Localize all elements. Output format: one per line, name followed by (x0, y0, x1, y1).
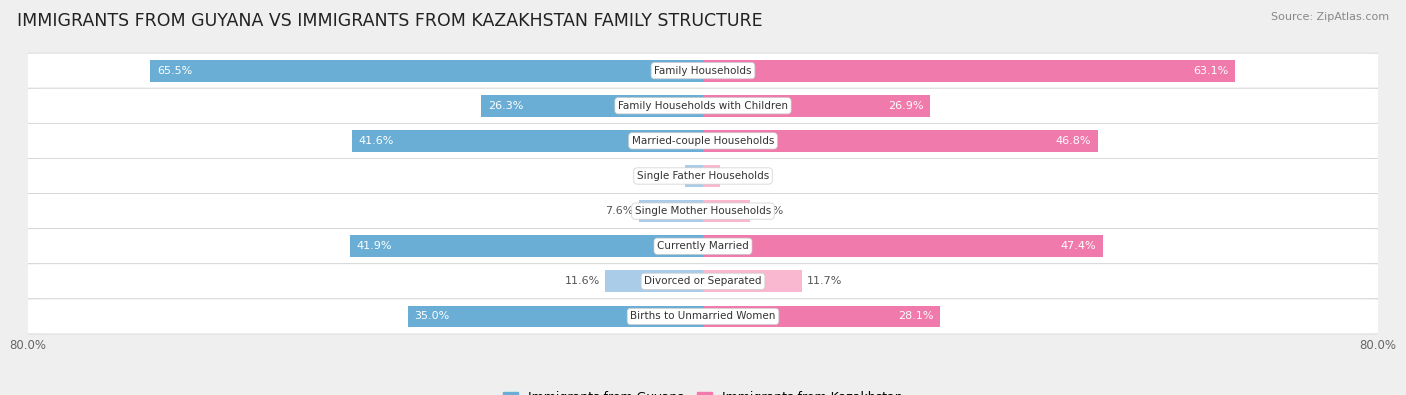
FancyBboxPatch shape (14, 53, 1392, 88)
Bar (703, 306, 941, 327)
Bar (703, 60, 1236, 81)
Bar (703, 235, 1102, 257)
FancyBboxPatch shape (14, 158, 1392, 194)
Text: 26.9%: 26.9% (887, 101, 924, 111)
Text: Single Father Households: Single Father Households (637, 171, 769, 181)
Bar (350, 235, 703, 257)
Text: 2.1%: 2.1% (651, 171, 681, 181)
Bar (605, 271, 703, 292)
Bar (703, 95, 929, 117)
Text: 28.1%: 28.1% (898, 311, 934, 322)
Bar (703, 200, 751, 222)
Text: 65.5%: 65.5% (157, 66, 193, 76)
Text: 63.1%: 63.1% (1194, 66, 1229, 76)
Text: Family Households with Children: Family Households with Children (619, 101, 787, 111)
Text: 41.9%: 41.9% (356, 241, 392, 251)
Bar (150, 60, 703, 81)
Legend: Immigrants from Guyana, Immigrants from Kazakhstan: Immigrants from Guyana, Immigrants from … (498, 386, 908, 395)
Bar (703, 165, 720, 187)
FancyBboxPatch shape (14, 229, 1392, 264)
Bar (703, 271, 801, 292)
Text: 47.4%: 47.4% (1060, 241, 1097, 251)
FancyBboxPatch shape (14, 264, 1392, 299)
Text: 41.6%: 41.6% (359, 136, 394, 146)
Bar (352, 130, 703, 152)
Bar (685, 165, 703, 187)
FancyBboxPatch shape (14, 299, 1392, 334)
Text: 11.7%: 11.7% (807, 276, 842, 286)
FancyBboxPatch shape (14, 194, 1392, 229)
Text: Source: ZipAtlas.com: Source: ZipAtlas.com (1271, 12, 1389, 22)
Bar (638, 200, 703, 222)
Text: 7.6%: 7.6% (605, 206, 634, 216)
Bar (703, 130, 1098, 152)
Text: Births to Unmarried Women: Births to Unmarried Women (630, 311, 776, 322)
Text: 5.6%: 5.6% (755, 206, 785, 216)
Text: Currently Married: Currently Married (657, 241, 749, 251)
Text: 11.6%: 11.6% (564, 276, 600, 286)
Text: 46.8%: 46.8% (1056, 136, 1091, 146)
Bar (481, 95, 703, 117)
Text: 35.0%: 35.0% (415, 311, 450, 322)
Bar (408, 306, 703, 327)
Text: Single Mother Households: Single Mother Households (636, 206, 770, 216)
Text: IMMIGRANTS FROM GUYANA VS IMMIGRANTS FROM KAZAKHSTAN FAMILY STRUCTURE: IMMIGRANTS FROM GUYANA VS IMMIGRANTS FRO… (17, 12, 762, 30)
Text: Divorced or Separated: Divorced or Separated (644, 276, 762, 286)
Text: 2.0%: 2.0% (725, 171, 754, 181)
Text: 26.3%: 26.3% (488, 101, 523, 111)
FancyBboxPatch shape (14, 123, 1392, 158)
FancyBboxPatch shape (14, 88, 1392, 123)
Text: Family Households: Family Households (654, 66, 752, 76)
Text: Married-couple Households: Married-couple Households (631, 136, 775, 146)
